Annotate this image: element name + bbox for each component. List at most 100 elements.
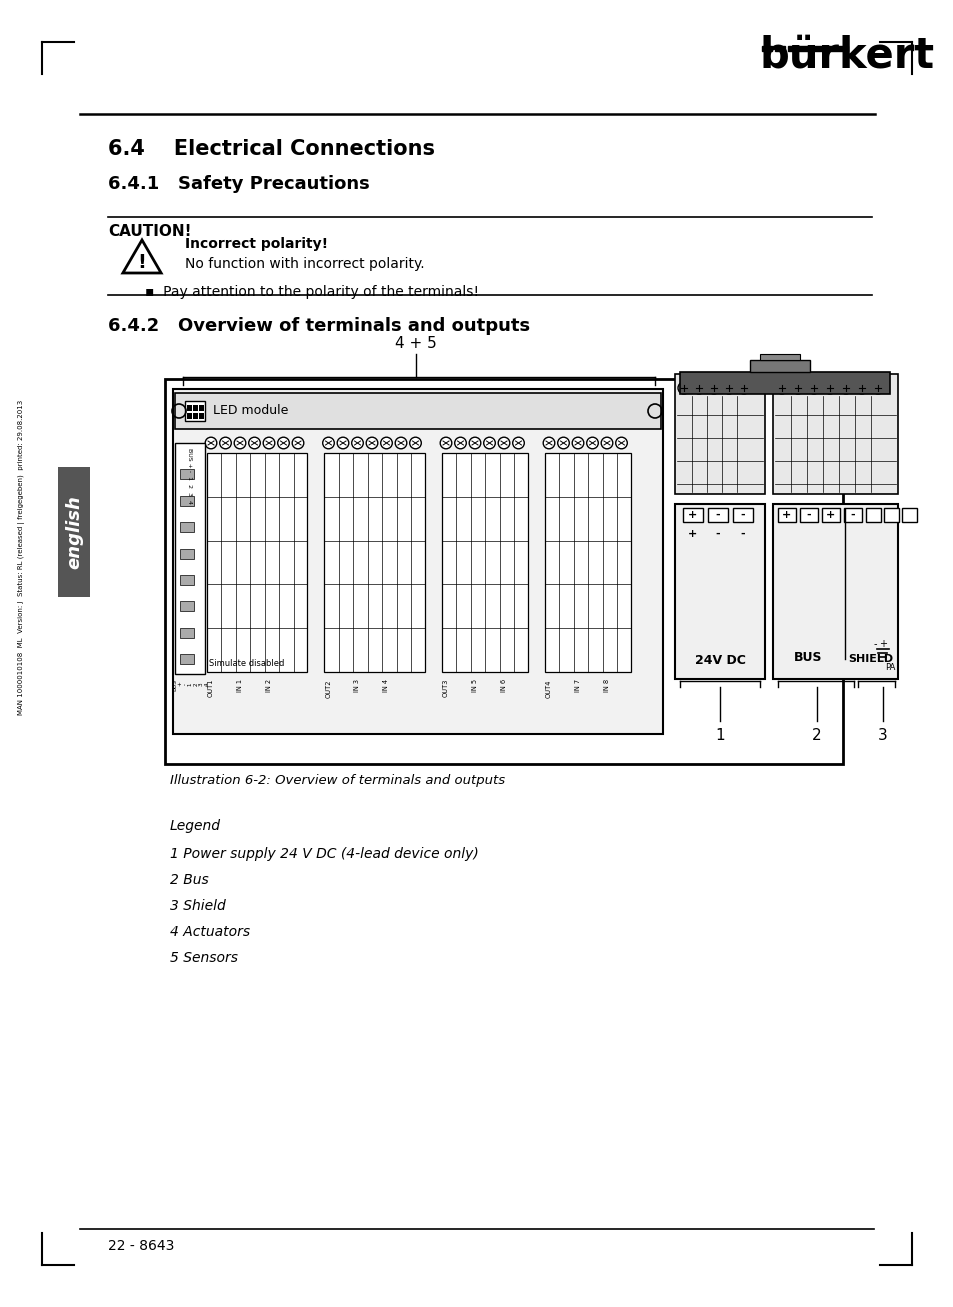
Text: OUT2: OUT2	[325, 680, 331, 698]
Text: +: +	[688, 510, 697, 520]
Text: -: -	[850, 510, 855, 520]
Bar	[180, 654, 193, 664]
Bar	[749, 359, 809, 372]
Bar	[180, 575, 193, 584]
Text: OUT3: OUT3	[442, 680, 449, 698]
Bar	[675, 374, 764, 494]
Text: BUS + -  1  2  3  4: BUS + - 1 2 3 4	[188, 448, 193, 505]
Bar	[324, 454, 424, 672]
Bar	[774, 46, 784, 51]
Bar	[732, 508, 752, 521]
Bar	[441, 454, 527, 672]
Text: LED module: LED module	[213, 404, 288, 417]
Bar	[778, 508, 795, 521]
Circle shape	[292, 438, 303, 448]
Text: 6.4.2   Overview of terminals and outputs: 6.4.2 Overview of terminals and outputs	[108, 318, 530, 335]
Bar	[675, 505, 764, 680]
Circle shape	[572, 438, 583, 448]
Text: Incorrect polarity!: Incorrect polarity!	[185, 237, 328, 251]
Text: -: -	[740, 510, 744, 520]
Text: 2: 2	[811, 728, 821, 744]
Text: -: -	[715, 510, 720, 520]
Bar	[187, 413, 192, 420]
Circle shape	[738, 382, 749, 393]
Bar	[772, 505, 897, 680]
Bar	[180, 601, 193, 612]
Text: +: +	[781, 510, 791, 520]
Text: 6.4    Electrical Connections: 6.4 Electrical Connections	[108, 139, 435, 159]
Circle shape	[336, 438, 349, 448]
Circle shape	[439, 438, 452, 448]
Text: Simulate disabled: Simulate disabled	[209, 659, 284, 668]
Bar	[193, 413, 198, 420]
Bar	[760, 354, 800, 359]
Circle shape	[692, 382, 704, 393]
Circle shape	[722, 382, 734, 393]
Bar	[787, 46, 847, 51]
Circle shape	[840, 382, 851, 393]
Bar	[180, 549, 193, 558]
Bar	[174, 443, 205, 674]
Text: 6.4.1   Safety Precautions: 6.4.1 Safety Precautions	[108, 175, 370, 193]
Circle shape	[366, 438, 377, 448]
Bar	[772, 374, 897, 494]
Circle shape	[469, 438, 480, 448]
Bar	[843, 508, 862, 521]
Bar	[187, 405, 192, 410]
Text: 5 Sensors: 5 Sensors	[170, 951, 237, 965]
Text: No function with incorrect polarity.: No function with incorrect polarity.	[185, 257, 424, 271]
Text: IN 4: IN 4	[383, 680, 389, 693]
Circle shape	[219, 438, 231, 448]
Circle shape	[455, 438, 466, 448]
Text: BUS
 +
 -
 1
 2
 3
 4: BUS + - 1 2 3 4	[172, 680, 210, 691]
Text: 3: 3	[877, 728, 887, 744]
Circle shape	[233, 438, 246, 448]
Bar	[544, 454, 630, 672]
Text: +: +	[688, 529, 697, 538]
Text: +: +	[878, 639, 886, 650]
Text: +: +	[825, 510, 835, 520]
Bar	[185, 401, 205, 421]
Bar	[199, 405, 204, 410]
Bar	[58, 467, 90, 597]
Text: IN 6: IN 6	[500, 680, 506, 693]
Text: 3 Shield: 3 Shield	[170, 899, 226, 914]
Text: IN 2: IN 2	[266, 680, 272, 693]
Circle shape	[249, 438, 260, 448]
Text: ▪  Pay attention to the polarity of the terminals!: ▪ Pay attention to the polarity of the t…	[145, 285, 478, 299]
Text: IN 7: IN 7	[575, 680, 580, 693]
Circle shape	[277, 438, 289, 448]
Text: -: -	[740, 529, 744, 538]
Text: !: !	[137, 252, 146, 272]
Bar	[199, 413, 204, 420]
Text: 4 + 5: 4 + 5	[395, 336, 436, 352]
Text: IN 8: IN 8	[603, 680, 609, 693]
Bar	[821, 508, 840, 521]
Text: 1 Power supply 24 V DC (4-lead device only): 1 Power supply 24 V DC (4-lead device on…	[170, 847, 478, 861]
Bar	[172, 389, 662, 735]
Bar	[865, 508, 880, 521]
Text: -: -	[806, 510, 810, 520]
Circle shape	[823, 382, 835, 393]
Text: Legend: Legend	[170, 819, 221, 833]
Circle shape	[855, 382, 867, 393]
Bar	[761, 46, 771, 51]
Bar	[180, 627, 193, 638]
Bar	[193, 405, 198, 410]
Bar	[165, 379, 842, 765]
Circle shape	[542, 438, 555, 448]
Text: SHIELD: SHIELD	[847, 654, 892, 664]
Circle shape	[380, 438, 392, 448]
Bar	[682, 508, 702, 521]
Text: IN 5: IN 5	[472, 680, 477, 693]
Bar	[883, 508, 898, 521]
Text: 24V DC: 24V DC	[694, 654, 744, 667]
Bar	[901, 508, 916, 521]
Circle shape	[263, 438, 274, 448]
Text: -: -	[715, 529, 720, 538]
Bar	[207, 454, 307, 672]
Circle shape	[558, 438, 569, 448]
Circle shape	[409, 438, 421, 448]
Circle shape	[205, 438, 216, 448]
Bar	[707, 508, 727, 521]
